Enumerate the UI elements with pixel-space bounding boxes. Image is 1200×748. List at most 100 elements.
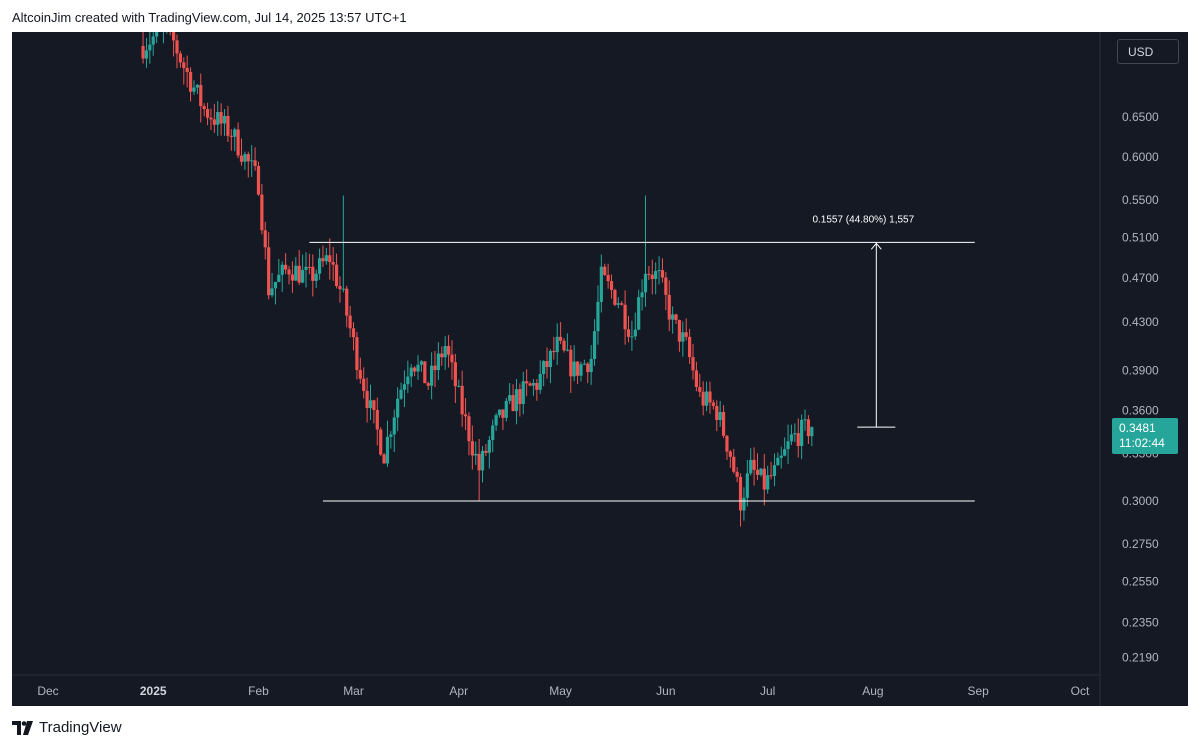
candle-body bbox=[749, 459, 753, 474]
candle-body bbox=[457, 385, 461, 387]
measure-arrow-head bbox=[870, 242, 882, 250]
candle-body bbox=[637, 297, 641, 330]
candle-body bbox=[328, 255, 332, 263]
time-tick-label: Dec bbox=[37, 684, 58, 698]
time-tick-label: 2025 bbox=[140, 684, 167, 698]
tradingview-logo[interactable]: TradingView bbox=[12, 719, 122, 736]
candle-body bbox=[582, 363, 586, 365]
candle-body bbox=[362, 378, 366, 391]
candle-body bbox=[776, 457, 780, 466]
candle-body bbox=[762, 468, 766, 490]
candle-body bbox=[664, 277, 668, 295]
candle-body bbox=[446, 345, 451, 355]
candle-body bbox=[317, 258, 322, 274]
candle-body bbox=[270, 288, 274, 296]
candle-body bbox=[596, 301, 600, 332]
candle-body bbox=[178, 53, 182, 63]
candle-body bbox=[623, 304, 627, 330]
candle-body bbox=[141, 45, 145, 59]
candle-body bbox=[789, 434, 794, 442]
candle-body bbox=[379, 429, 383, 455]
candle-body bbox=[504, 400, 508, 418]
candle-body bbox=[654, 271, 658, 279]
candle-body bbox=[311, 266, 315, 281]
candle-body bbox=[704, 391, 709, 406]
candle-body bbox=[324, 255, 328, 262]
candle-body bbox=[779, 455, 783, 458]
candle-body bbox=[402, 384, 407, 390]
candle-body bbox=[569, 349, 573, 377]
candle-body bbox=[752, 459, 756, 470]
candle-body bbox=[304, 266, 308, 270]
price-tick-label: 0.5500 bbox=[1122, 193, 1159, 207]
candle-body bbox=[460, 385, 464, 415]
candle-body bbox=[643, 273, 648, 293]
candle-body bbox=[351, 328, 356, 338]
candle-body bbox=[535, 383, 539, 390]
candle-body bbox=[559, 336, 563, 341]
candle-body bbox=[345, 288, 349, 316]
candle-body bbox=[796, 433, 800, 447]
price-tick-label: 0.2190 bbox=[1122, 650, 1159, 664]
candle-body bbox=[151, 36, 155, 45]
candle-body bbox=[334, 264, 339, 286]
candle-body bbox=[155, 32, 159, 37]
candle-body bbox=[470, 441, 474, 456]
candle-body bbox=[273, 281, 278, 289]
candles bbox=[141, 32, 814, 527]
price-tick-label: 0.6500 bbox=[1122, 110, 1159, 124]
candle-body bbox=[616, 303, 620, 305]
candle-body bbox=[518, 389, 522, 404]
time-tick-label: Oct bbox=[1071, 684, 1090, 698]
candle-body bbox=[199, 84, 203, 107]
candle-body bbox=[491, 425, 495, 441]
candle-body bbox=[725, 435, 729, 452]
candle-body bbox=[263, 230, 267, 248]
candle-body bbox=[246, 154, 250, 162]
candle-body bbox=[440, 353, 444, 358]
candle-body bbox=[521, 381, 525, 404]
candle-body bbox=[385, 436, 390, 464]
candle-body bbox=[759, 468, 763, 475]
candle-body bbox=[212, 119, 216, 125]
candle-body bbox=[660, 270, 665, 278]
price-tick-label: 0.3000 bbox=[1122, 494, 1159, 508]
candle-body bbox=[525, 381, 529, 384]
candle-body bbox=[477, 453, 481, 471]
candle-body bbox=[314, 273, 318, 281]
currency-button[interactable]: USD bbox=[1117, 39, 1179, 64]
candle-body bbox=[565, 349, 569, 351]
candle-body bbox=[467, 416, 471, 442]
candle-body bbox=[392, 417, 396, 435]
candle-body bbox=[229, 135, 233, 137]
price-tick-label: 0.3600 bbox=[1122, 403, 1159, 417]
candle-body bbox=[633, 329, 637, 337]
price-tick-label: 0.2550 bbox=[1122, 575, 1159, 589]
candle-body bbox=[538, 374, 542, 390]
range-lines bbox=[309, 241, 975, 502]
tradingview-logo-text: TradingView bbox=[39, 719, 122, 736]
candle-body bbox=[531, 383, 536, 386]
candle-body bbox=[484, 450, 488, 453]
candle-body bbox=[426, 383, 430, 386]
price-chart[interactable]: 0.1557 (44.80%) 1,557 0.6500 0.6000 0.5500… bbox=[12, 32, 1188, 706]
candle-body bbox=[290, 274, 295, 281]
candle-body bbox=[545, 361, 549, 368]
candle-body bbox=[195, 84, 199, 88]
candle-body bbox=[182, 62, 186, 68]
candle-body bbox=[575, 361, 580, 376]
candle-body bbox=[528, 383, 532, 386]
candle-body bbox=[172, 32, 176, 41]
candle-body bbox=[691, 357, 695, 371]
candle-body bbox=[694, 370, 698, 387]
candle-body bbox=[772, 465, 777, 476]
chart-panel[interactable]: 0.1557 (44.80%) 1,557 0.6500 0.6000 0.5500… bbox=[12, 32, 1188, 706]
candle-body bbox=[735, 471, 739, 477]
candle-body bbox=[294, 265, 298, 281]
candle-body bbox=[205, 109, 210, 118]
time-tick-label: Aug bbox=[862, 684, 883, 698]
candle-body bbox=[260, 194, 264, 231]
candle-body bbox=[620, 303, 624, 305]
candle-body bbox=[667, 294, 671, 320]
candle-body bbox=[562, 340, 566, 351]
